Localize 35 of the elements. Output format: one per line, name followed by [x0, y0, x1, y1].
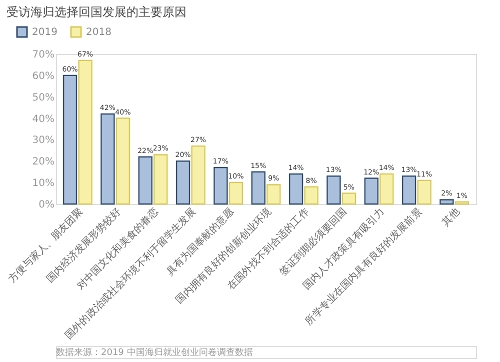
bar: [402, 176, 416, 205]
y-tick-label: 20%: [32, 156, 54, 168]
bar: [116, 118, 130, 205]
y-tick-label: 70%: [32, 50, 54, 60]
bar: [78, 60, 92, 205]
y-tick-label: 0%: [38, 200, 54, 210]
bar: [228, 182, 244, 205]
bar: [417, 180, 432, 205]
bar: [138, 156, 152, 205]
bar: [454, 201, 470, 205]
bar: [214, 166, 228, 205]
bar: [380, 173, 394, 205]
bar: [364, 178, 378, 205]
source-note: 数据来源：2019 中国海归就业创业问卷调查数据: [56, 347, 253, 358]
y-tick-label: 10%: [32, 178, 54, 190]
bar: [176, 160, 190, 205]
chart-title: 受访海归选择回国发展的主要原因: [6, 5, 186, 19]
y-tick-label: 40%: [32, 114, 54, 125]
bar: [304, 186, 318, 205]
bar: [326, 176, 341, 205]
bar: [440, 199, 454, 205]
bar: [191, 146, 206, 205]
y-tick-label: 30%: [32, 135, 54, 146]
bar: [251, 171, 266, 205]
legend-label: 2019: [32, 27, 58, 38]
bar: [342, 192, 356, 205]
y-tick-label: 50%: [32, 92, 54, 104]
bar: [288, 173, 304, 205]
legend-label: 2018: [86, 27, 112, 38]
bar: [100, 113, 115, 205]
y-tick-label: 60%: [32, 70, 54, 82]
bar: [266, 184, 281, 205]
bar: [62, 74, 78, 205]
bar: [154, 154, 168, 205]
x-tick-label: 其他: [439, 206, 462, 228]
